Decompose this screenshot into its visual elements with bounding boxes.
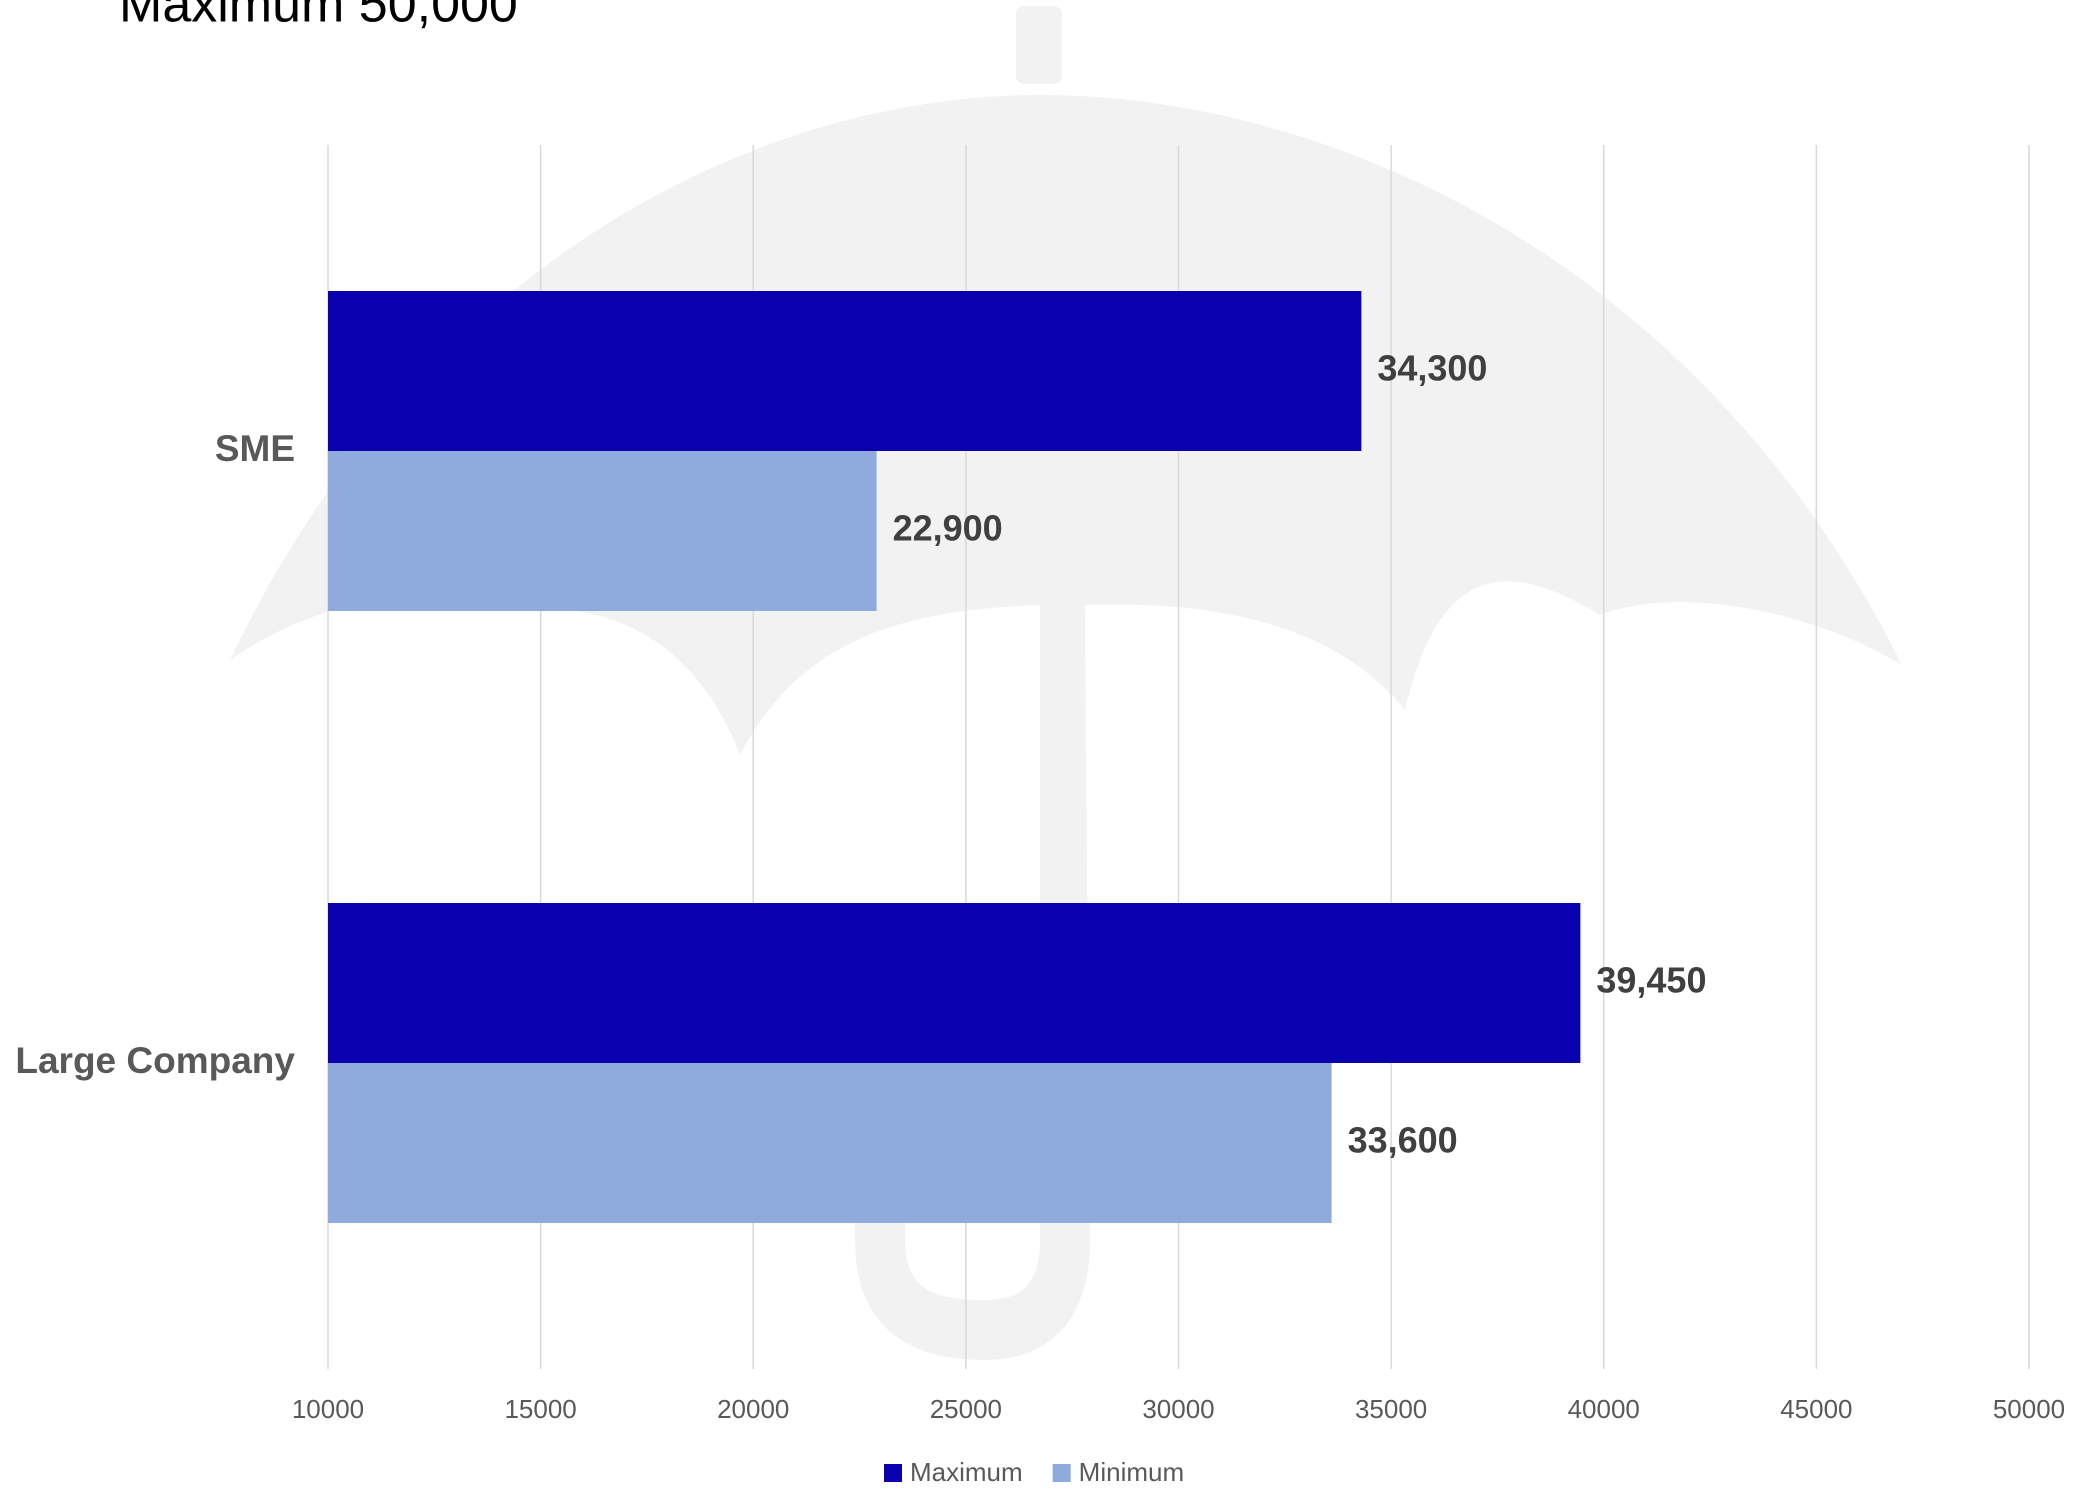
value-label: 33,600 [1348, 1120, 1458, 1161]
category-label: Large Company [15, 1040, 295, 1081]
value-label: 39,450 [1596, 960, 1706, 1001]
x-tick-label: 10000 [292, 1394, 364, 1424]
legend-label: Maximum [910, 1457, 1023, 1487]
bar [328, 291, 1362, 451]
bar [328, 1063, 1332, 1223]
x-tick-label: 40000 [1568, 1394, 1640, 1424]
x-tick-label: 25000 [930, 1394, 1002, 1424]
x-tick-label: 30000 [1142, 1394, 1214, 1424]
annotation: Maximum 50,000 [119, 0, 518, 34]
x-tick-label: 15000 [504, 1394, 576, 1424]
x-tick-label: 20000 [717, 1394, 789, 1424]
legend-swatch [884, 1464, 902, 1482]
value-label: 34,300 [1377, 348, 1487, 389]
x-tick-label: 35000 [1355, 1394, 1427, 1424]
legend-swatch [1052, 1464, 1071, 1482]
bar [328, 903, 1581, 1063]
x-tick-label: 45000 [1780, 1394, 1852, 1424]
value-label: 22,900 [893, 508, 1003, 549]
x-tick-label: 50000 [1993, 1394, 2065, 1424]
category-label: SME [215, 428, 295, 469]
bar [328, 451, 877, 611]
legend-label: Minimum [1079, 1457, 1184, 1487]
